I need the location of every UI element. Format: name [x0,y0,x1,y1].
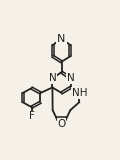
Text: O: O [57,119,66,129]
Text: NH: NH [72,88,87,98]
Text: N: N [49,73,56,83]
Text: N: N [67,73,74,83]
Text: N: N [57,34,66,44]
Text: F: F [29,112,35,121]
